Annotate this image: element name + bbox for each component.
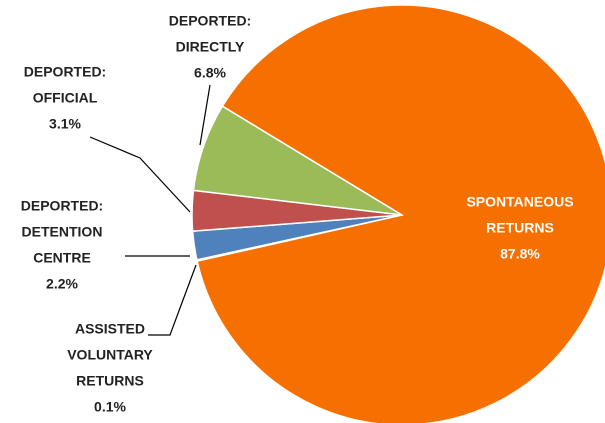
slice-label: DETENTION bbox=[22, 224, 103, 240]
slice-label: VOLUNTARY bbox=[67, 347, 153, 363]
slice-label: RETURNS bbox=[76, 373, 144, 389]
leader-line bbox=[148, 264, 197, 336]
value-label: 3.1% bbox=[49, 116, 81, 132]
value-label: 0.1% bbox=[94, 399, 126, 415]
leader-line bbox=[199, 84, 211, 146]
value-label: 2.2% bbox=[46, 276, 78, 292]
slice-label: DIRECTLY bbox=[176, 39, 245, 55]
slice-label: DEPORTED: bbox=[21, 198, 103, 214]
slice-label: DEPORTED: bbox=[24, 64, 106, 80]
slice-label: ASSISTED bbox=[75, 321, 145, 337]
slice-label: SPONTANEOUS bbox=[466, 194, 573, 210]
slice-label: OFFICIAL bbox=[33, 90, 98, 106]
slice-label: CENTRE bbox=[33, 250, 91, 266]
value-label: 87.8% bbox=[500, 246, 540, 262]
pie-slice bbox=[196, 4, 605, 423]
slice-label: RETURNS bbox=[486, 220, 554, 236]
leader-line bbox=[89, 136, 191, 213]
slice-label: DEPORTED: bbox=[169, 13, 251, 29]
value-label: 6.8% bbox=[194, 65, 226, 81]
